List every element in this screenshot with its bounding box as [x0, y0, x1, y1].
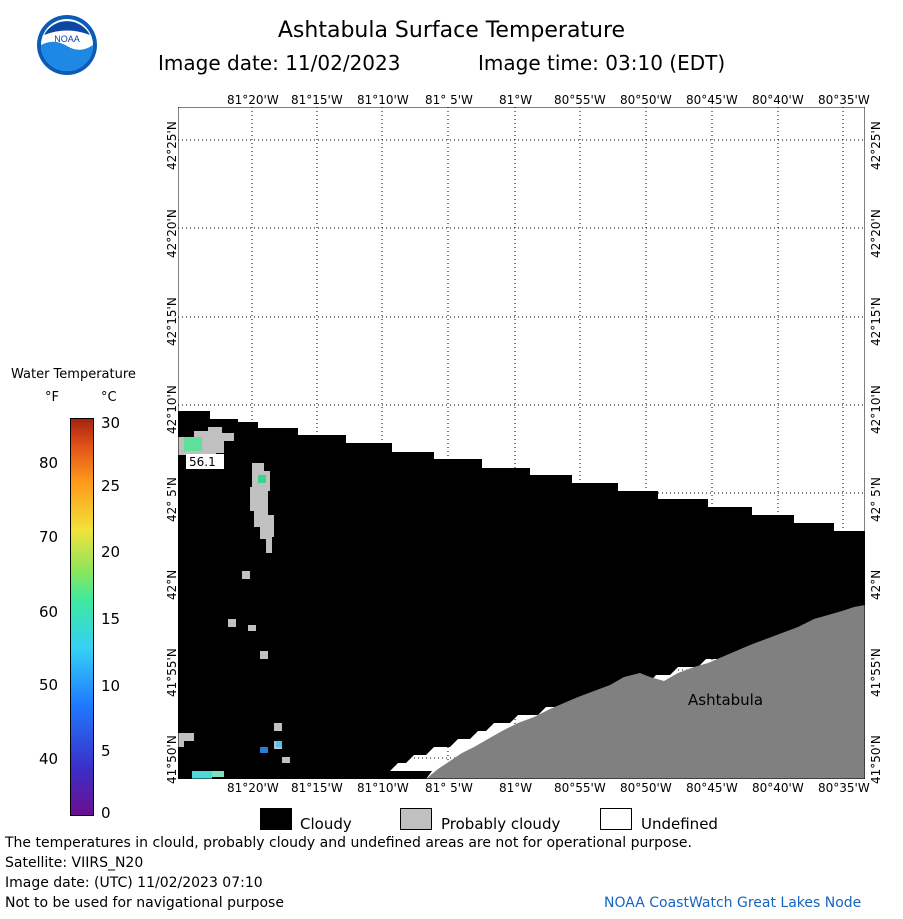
- legend-title: Water Temperature: [11, 367, 136, 382]
- noaa-logo: NOAA: [36, 14, 98, 76]
- lat-label-right: 42°15'N: [869, 297, 883, 346]
- lon-label-top: 81°W: [499, 93, 533, 107]
- temp-readout-box: [186, 454, 224, 469]
- key-swatch-probably-cloudy: [400, 808, 432, 830]
- lon-label-top: 81°20'W: [227, 93, 279, 107]
- lat-label-left: 41°50'N: [165, 735, 179, 784]
- lon-label-top: 81° 5'W: [425, 93, 473, 107]
- place-label-ashtabula: Ashtabula: [688, 691, 763, 709]
- lat-label-right: 42°25'N: [869, 121, 883, 170]
- c-tick: 15: [101, 610, 121, 628]
- lon-label-top: 80°35'W: [818, 93, 870, 107]
- footer-disclaimer: The temperatures in clould, probably clo…: [5, 835, 692, 851]
- water-temperature-pixels: [184, 437, 282, 779]
- legend-unit-f: °F: [45, 390, 59, 405]
- lon-label-bottom: 80°55'W: [554, 781, 606, 795]
- c-tick: 25: [101, 477, 121, 495]
- lon-label-top: 80°55'W: [554, 93, 606, 107]
- f-tick: 80: [39, 454, 59, 472]
- lon-label-bottom: 81° 5'W: [425, 781, 473, 795]
- c-tick: 30: [101, 414, 121, 432]
- f-tick: 50: [39, 676, 59, 694]
- lon-label-bottom: 80°50'W: [620, 781, 672, 795]
- lat-label-right: 41°50'N: [869, 735, 883, 784]
- cloudy-area: [178, 411, 865, 779]
- footer-utc-date: Image date: (UTC) 11/02/2023 07:10: [5, 875, 263, 891]
- land-area: [426, 605, 865, 779]
- lat-label-left: 41°55'N: [165, 648, 179, 697]
- lat-label-right: 41°55'N: [869, 648, 883, 697]
- footer-navigation-warning: Not to be used for navigational purpose: [5, 895, 284, 911]
- lon-label-bottom: 80°35'W: [818, 781, 870, 795]
- c-tick: 10: [101, 677, 121, 695]
- svg-text:NOAA: NOAA: [54, 34, 80, 44]
- lon-label-bottom: 81°15'W: [291, 781, 343, 795]
- footer-satellite: Satellite: VIIRS_N20: [5, 855, 144, 871]
- lon-label-top: 80°45'W: [686, 93, 738, 107]
- lat-label-left: 42°15'N: [165, 297, 179, 346]
- image-date: Image date: 11/02/2023: [158, 51, 401, 75]
- key-swatch-cloudy: [260, 808, 292, 830]
- lon-label-bottom: 81°20'W: [227, 781, 279, 795]
- c-tick: 0: [101, 804, 111, 822]
- lat-label-left: 42°20'N: [165, 209, 179, 258]
- f-tick: 40: [39, 750, 59, 768]
- legend-unit-c: °C: [101, 390, 117, 405]
- key-swatch-undefined: [600, 808, 632, 830]
- page-title: Ashtabula Surface Temperature: [277, 18, 626, 43]
- c-tick: 20: [101, 543, 121, 561]
- lon-label-top: 81°15'W: [291, 93, 343, 107]
- f-tick: 70: [39, 528, 59, 546]
- lon-label-top: 80°50'W: [620, 93, 672, 107]
- lon-label-top: 80°40'W: [752, 93, 804, 107]
- lat-label-left: 42° 5'N: [165, 477, 179, 522]
- key-label-undefined: Undefined: [641, 815, 718, 833]
- lat-label-right: 42°10'N: [869, 385, 883, 434]
- lon-label-bottom: 81°10'W: [357, 781, 409, 795]
- lon-label-bottom: 81°W: [499, 781, 533, 795]
- lon-label-bottom: 80°45'W: [686, 781, 738, 795]
- lon-label-top: 81°10'W: [357, 93, 409, 107]
- lat-label-left: 42°N: [165, 569, 179, 600]
- color-scale-bar: [70, 418, 94, 816]
- f-tick: 60: [39, 603, 59, 621]
- footer-credit: NOAA CoastWatch Great Lakes Node: [604, 895, 862, 911]
- lat-label-right: 42° 5'N: [869, 477, 883, 522]
- lat-label-left: 42°25'N: [165, 121, 179, 170]
- key-label-cloudy: Cloudy: [300, 815, 352, 833]
- key-label-probably-cloudy: Probably cloudy: [441, 815, 561, 833]
- temp-readout: 56.1: [189, 455, 216, 469]
- lon-label-bottom: 80°40'W: [752, 781, 804, 795]
- lat-label-right: 42°N: [869, 569, 883, 600]
- c-tick: 5: [101, 742, 111, 760]
- image-time: Image time: 03:10 (EDT): [478, 51, 726, 75]
- lat-label-left: 42°10'N: [165, 385, 179, 434]
- map-panel: 56.1 Ashtabula: [178, 107, 865, 779]
- lat-label-right: 42°20'N: [869, 209, 883, 258]
